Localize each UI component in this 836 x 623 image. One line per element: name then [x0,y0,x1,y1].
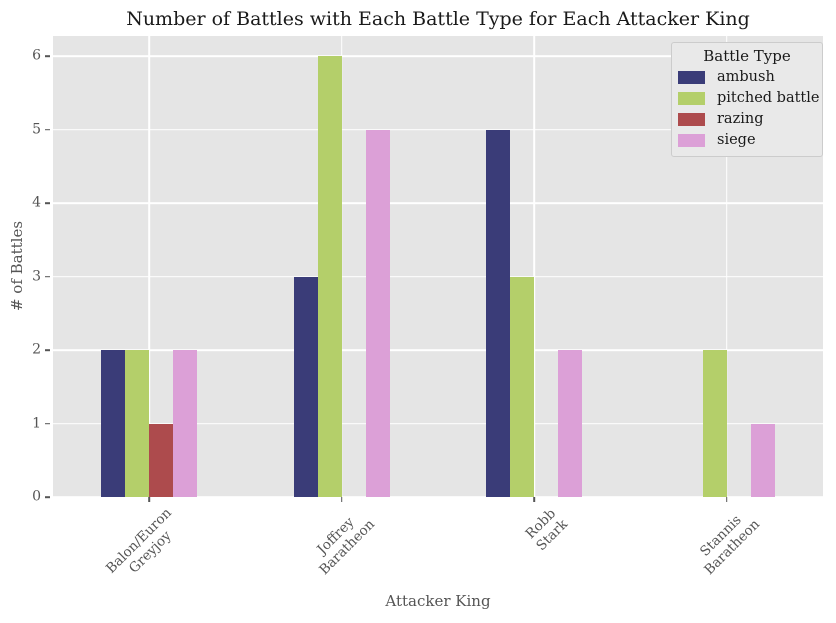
legend-row-ambush: ambush [672,67,822,88]
ytick-mark-0 [45,496,50,498]
legend-items: ambush pitched battle razing siege [672,67,822,151]
xtick-mark-0 [148,497,151,502]
bar-pitched-battle-3 [702,350,727,497]
ytick-mark-3 [45,275,50,278]
gridline-x-3 [725,36,728,497]
xtick-label-1: Joffrey Baratheon [314,514,379,579]
ytick-label-1: 1 [32,415,41,432]
gridline-y-1 [53,422,823,425]
ytick-mark-2 [45,349,50,351]
bar-pitched-battle-2 [510,276,535,497]
gridline-y-5 [53,128,823,131]
legend-label-razing: razing [717,111,764,127]
bar-siege-0 [173,350,198,497]
legend-label-pitched-battle: pitched battle [717,90,820,106]
bar-ambush-2 [486,129,511,497]
bar-razing-0 [149,423,174,497]
xtick-mark-3 [725,497,728,502]
xtick-label-0: Balon/Euron Greyjoy [102,505,175,577]
ytick-label-4: 4 [32,194,41,211]
chart-title: Number of Battles with Each Battle Type … [126,8,750,30]
legend-swatch-razing [678,113,705,126]
ytick-label-0: 0 [32,488,41,505]
ytick-mark-4 [45,202,50,204]
legend-swatch-pitched-battle [678,92,705,105]
ytick-label-2: 2 [32,341,41,358]
legend-row-siege: siege [672,130,822,151]
gridline-y-6 [53,55,823,57]
bar-siege-3 [750,423,775,497]
xtick-mark-1 [340,497,343,502]
ytick-mark-6 [45,55,50,57]
bar-ambush-0 [101,350,126,497]
ytick-mark-5 [45,128,50,131]
gridline-x-0 [148,36,151,497]
xtick-label-3: Stannis Baratheon [697,512,764,579]
bar-pitched-battle-1 [317,56,342,497]
y-axis-label: # of Battles [8,220,26,312]
gridline-y-3 [53,275,823,278]
bar-ambush-1 [293,276,318,497]
ytick-label-5: 5 [32,121,41,138]
bar-pitched-battle-0 [125,350,150,497]
x-axis-label: Attacker King [385,592,491,610]
legend-row-pitched-battle: pitched battle [672,88,822,109]
bar-siege-1 [365,129,390,497]
legend: Battle Type ambush pitched battle razing si… [671,42,823,157]
legend-label-siege: siege [717,132,756,148]
legend-label-ambush: ambush [717,69,775,85]
legend-swatch-siege [678,134,705,147]
bar-siege-2 [558,350,583,497]
ytick-label-3: 3 [32,268,41,285]
ytick-mark-1 [45,422,50,425]
gridline-y-4 [53,202,823,204]
gridline-x-1 [340,36,343,497]
gridline-x-2 [533,36,536,497]
legend-swatch-ambush [678,71,705,84]
xtick-mark-2 [533,497,536,502]
gridline-y-2 [53,349,823,351]
legend-row-razing: razing [672,109,822,130]
legend-title: Battle Type [703,47,791,65]
gridline-y-0 [53,496,823,498]
xtick-label-2: Robb Stark [522,505,571,555]
ytick-label-6: 6 [32,47,41,64]
